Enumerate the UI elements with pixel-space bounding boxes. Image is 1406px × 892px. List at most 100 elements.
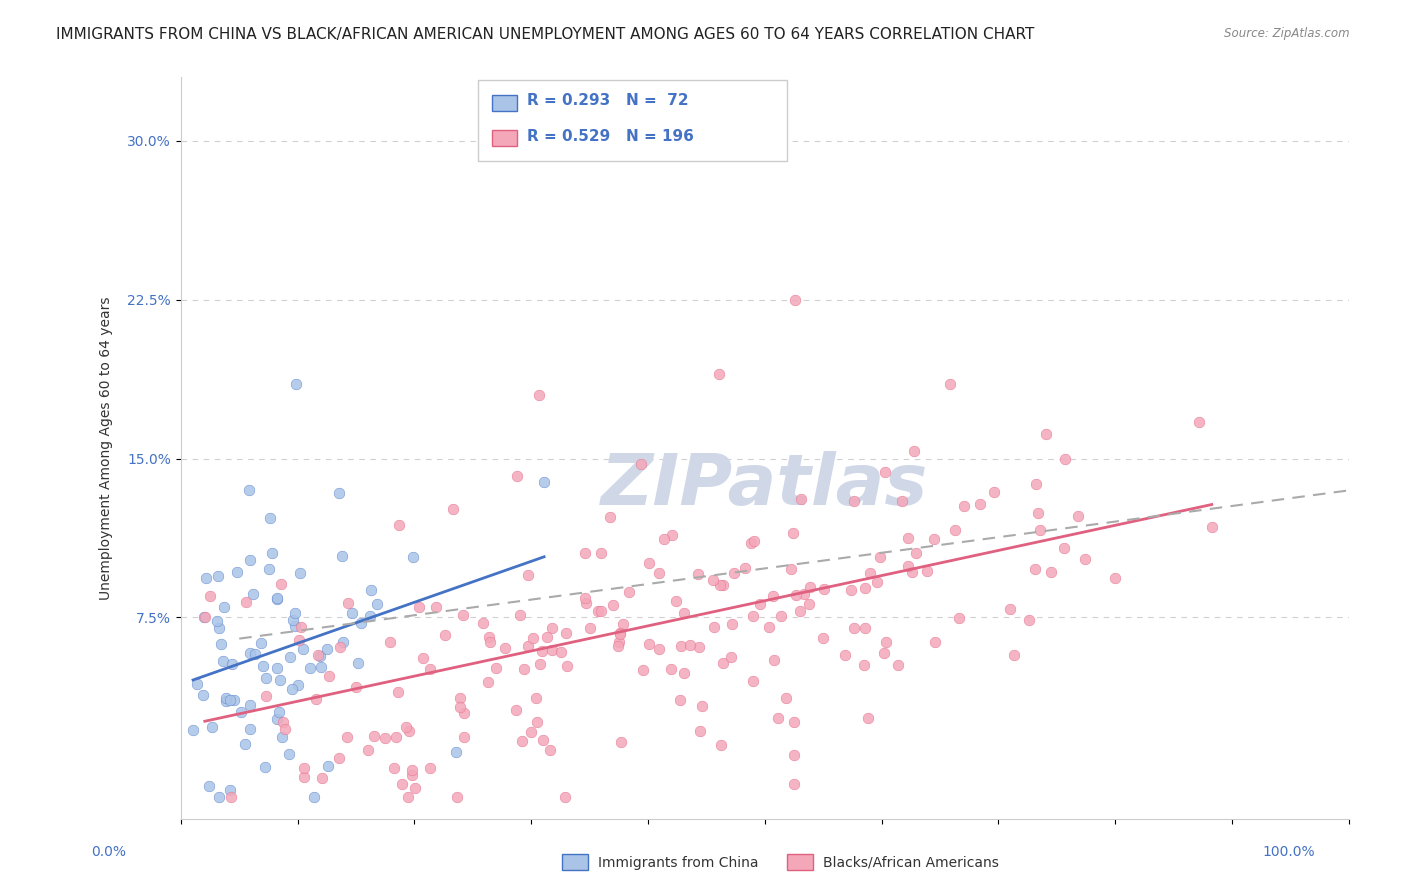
Point (799, 597, 821, 611)
Point (631, 664, 654, 678)
Point (198, 589, 221, 603)
Point (238, 483, 260, 498)
Point (387, 685, 409, 699)
Point (541, 621, 564, 635)
Point (510, 734, 533, 748)
Point (607, 639, 630, 653)
Point (530, 644, 553, 658)
Point (302, 790, 325, 805)
Point (328, 486, 350, 500)
Point (315, 641, 337, 656)
Point (527, 388, 550, 402)
Point (257, 562, 280, 576)
Point (207, 569, 229, 583)
Point (1187, 415, 1209, 429)
Point (1035, 426, 1057, 441)
Point (679, 639, 702, 653)
Point (1053, 451, 1076, 466)
Text: ZIPatlas: ZIPatlas (602, 450, 928, 519)
Point (707, 367, 730, 381)
Point (541, 643, 564, 657)
Point (844, 621, 866, 635)
Point (401, 764, 423, 778)
Point (239, 553, 262, 567)
Point (839, 582, 862, 597)
Point (782, 525, 804, 540)
Point (477, 675, 499, 690)
Y-axis label: Unemployment Among Ages 60 to 64 years: Unemployment Among Ages 60 to 64 years (100, 296, 114, 599)
Point (983, 484, 1005, 499)
Point (599, 509, 621, 524)
Point (193, 609, 215, 624)
Point (853, 581, 876, 595)
Point (344, 680, 367, 694)
Point (292, 761, 315, 775)
Point (586, 604, 609, 618)
Point (201, 720, 224, 734)
Point (513, 662, 536, 676)
Point (783, 777, 806, 791)
Point (1026, 506, 1049, 520)
Point (869, 549, 891, 564)
Point (194, 610, 217, 624)
Point (280, 682, 302, 697)
Point (259, 511, 281, 525)
Point (690, 698, 713, 713)
Point (782, 748, 804, 763)
Point (186, 677, 208, 691)
Point (533, 475, 555, 490)
Point (218, 783, 240, 797)
Point (307, 648, 329, 662)
Point (740, 536, 762, 550)
Point (1201, 520, 1223, 534)
Point (242, 587, 264, 601)
Point (723, 566, 745, 581)
Point (218, 693, 240, 707)
Point (780, 562, 803, 576)
Point (574, 546, 596, 560)
Point (574, 591, 596, 606)
Point (262, 546, 284, 560)
Point (384, 761, 406, 775)
Point (785, 589, 807, 603)
Point (609, 134, 631, 148)
Point (522, 632, 544, 646)
Point (529, 657, 551, 672)
Point (834, 648, 856, 662)
Point (742, 674, 765, 689)
Point (346, 657, 368, 671)
Point (555, 659, 578, 673)
Point (865, 574, 887, 589)
Point (748, 598, 770, 612)
Point (292, 770, 315, 784)
Point (254, 671, 277, 685)
Point (943, 523, 966, 537)
Point (215, 691, 238, 706)
Point (254, 760, 277, 774)
Point (762, 589, 785, 603)
Point (385, 730, 408, 744)
Point (494, 641, 516, 656)
Point (332, 634, 354, 648)
Point (484, 660, 506, 674)
Point (266, 712, 288, 726)
Text: Immigrants from China: Immigrants from China (598, 855, 758, 870)
Point (703, 619, 725, 633)
Point (903, 444, 925, 458)
Point (453, 608, 475, 623)
Point (283, 614, 305, 628)
Point (478, 634, 501, 648)
Point (924, 532, 946, 546)
Point (550, 645, 572, 659)
Point (291, 641, 314, 656)
Point (1029, 523, 1052, 537)
Point (235, 595, 257, 609)
Point (226, 566, 249, 580)
Point (734, 561, 756, 575)
Point (472, 615, 495, 630)
Point (720, 650, 742, 665)
Text: Source: ZipAtlas.com: Source: ZipAtlas.com (1225, 27, 1350, 40)
Point (638, 637, 661, 651)
Point (266, 661, 288, 675)
Point (318, 669, 340, 683)
